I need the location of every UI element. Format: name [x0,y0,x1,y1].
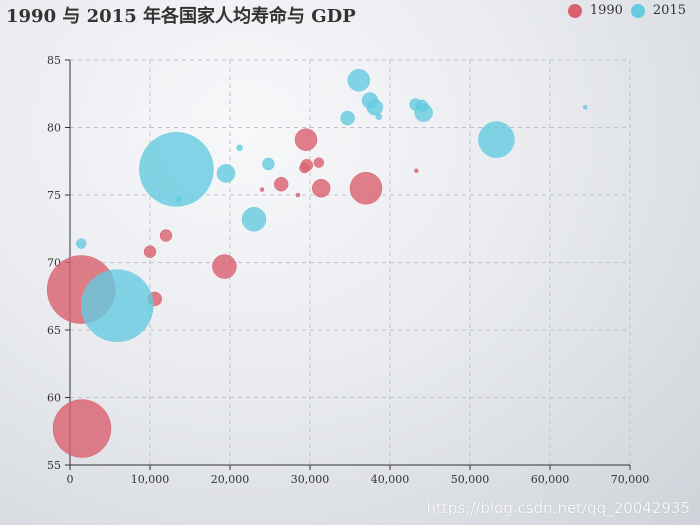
bubble-1990 [313,157,325,168]
legend-swatch-1990 [567,3,582,18]
bubble-1990 [294,128,318,151]
bubble-2015 [375,113,383,120]
bubble-1990 [299,162,310,174]
bubble-2015 [241,207,267,232]
x-tick-label: 30,000 [291,473,330,486]
bubble-2015 [366,99,384,116]
bubble-2015 [175,195,183,203]
bubble-1990 [143,245,157,258]
legend-item-1990[interactable]: 1990 [567,3,623,18]
bubble-2015 [582,105,588,110]
bubble-1990 [349,172,383,205]
legend-swatch-2015 [630,3,645,18]
legend-label-1990: 1990 [589,3,623,18]
y-tick-label: 60 [47,392,61,405]
bubble-1990 [159,229,173,242]
y-tick-label: 75 [47,189,61,202]
watermark: https://blog.csdn.net/qq_20042935 [426,499,690,517]
x-tick-label: 40,000 [371,473,410,486]
bubble-2015 [340,110,355,126]
x-tick-label: 60,000 [531,473,570,486]
x-tick-label: 70,000 [611,473,650,486]
y-tick-label: 80 [47,122,61,135]
x-tick-label: 10,000 [131,473,170,486]
x-tick-label: 0 [67,473,74,486]
chart-title: 1990 与 2015 年各国家人均寿命与 GDP [6,6,356,27]
legend: 1990 2015 [567,3,686,18]
bubble-1990 [414,168,419,173]
bubble-2015 [347,69,371,92]
bubble-2015 [478,121,515,158]
legend-item-2015[interactable]: 2015 [630,3,686,18]
bubble-1990 [52,399,112,458]
bubble-2015 [415,99,429,113]
bubble-1990 [273,176,289,192]
bubble-2015 [236,144,243,151]
y-tick-label: 85 [47,54,61,67]
bubble-2015 [80,269,154,342]
y-tick-label: 65 [47,324,61,337]
x-tick-label: 20,000 [211,473,250,486]
bubble-1990 [295,192,301,198]
bubble-2015 [216,164,236,183]
bubble-1990 [259,187,265,192]
bubble-2015 [75,238,87,249]
bubble-2015 [139,132,214,207]
bubble-1990 [212,254,237,279]
y-tick-label: 55 [47,459,61,472]
bubble-1990 [311,179,331,198]
bubble-2015 [262,157,275,171]
x-tick-label: 50,000 [451,473,490,486]
legend-label-2015: 2015 [652,3,686,18]
